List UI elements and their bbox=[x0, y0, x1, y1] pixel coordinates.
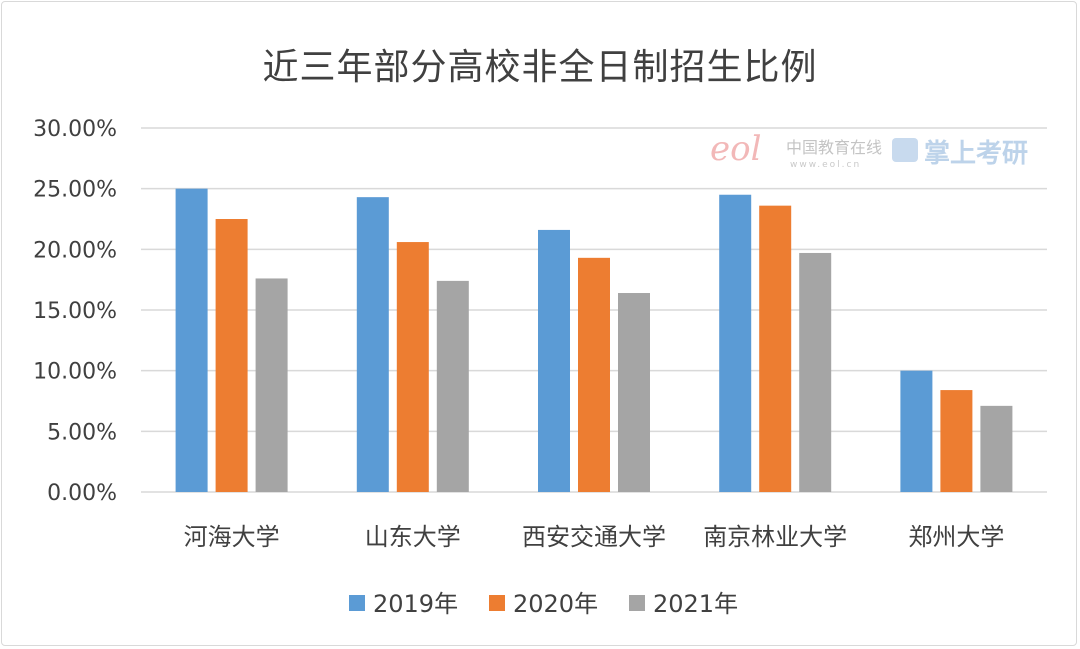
y-axis-ticks: 0.00% 5.00% 10.00% 15.00% 20.00% 25.00% 30.00% bbox=[33, 117, 117, 506]
y-tick-label: 5.00% bbox=[47, 420, 117, 445]
category-label: 河海大学 bbox=[184, 523, 280, 551]
bar-2020年-西安交通大学 bbox=[578, 257, 610, 492]
bar-2021年-山东大学 bbox=[436, 280, 469, 492]
category-labels: 河海大学 山东大学 西安交通大学 南京林业大学 郑州大学 bbox=[184, 523, 1005, 551]
legend-swatch bbox=[349, 595, 365, 611]
category-label: 南京林业大学 bbox=[703, 523, 847, 551]
legend-swatch bbox=[489, 595, 505, 611]
bar-2021年-西安交通大学 bbox=[618, 293, 650, 492]
watermark-cn-text: 中国教育在线 bbox=[786, 138, 882, 157]
y-tick-label: 15.00% bbox=[33, 299, 117, 324]
legend-label: 2021年 bbox=[653, 590, 738, 618]
watermark: eol 中国教育在线 www.eol.cn 掌上考研 bbox=[710, 129, 1028, 170]
y-tick-label: 20.00% bbox=[33, 238, 117, 263]
legend: 2019年 2020年 2021年 bbox=[349, 590, 738, 618]
y-tick-label: 0.00% bbox=[47, 481, 117, 506]
legend-swatch bbox=[629, 595, 645, 611]
bar-2021年-郑州大学 bbox=[980, 405, 1013, 492]
bars bbox=[175, 188, 1013, 493]
bar-2021年-河海大学 bbox=[255, 278, 288, 492]
bar-2020年-山东大学 bbox=[396, 242, 429, 492]
bar-2019年-南京林业大学 bbox=[719, 194, 752, 492]
category-label: 郑州大学 bbox=[908, 523, 1004, 551]
bar-2019年-河海大学 bbox=[175, 188, 208, 492]
watermark-logo: eol bbox=[710, 129, 761, 169]
bar-2020年-南京林业大学 bbox=[759, 205, 792, 493]
legend-label: 2020年 bbox=[513, 590, 598, 618]
bar-2019年-郑州大学 bbox=[900, 370, 933, 492]
bar-2019年-山东大学 bbox=[356, 197, 389, 492]
bar-2021年-南京林业大学 bbox=[799, 252, 832, 492]
graduation-cap-icon bbox=[892, 138, 918, 162]
watermark-brand: 掌上考研 bbox=[924, 139, 1028, 169]
bar-2020年-郑州大学 bbox=[940, 390, 973, 492]
category-label: 山东大学 bbox=[365, 523, 461, 551]
chart-title: 近三年部分高校非全日制招生比例 bbox=[262, 47, 818, 88]
legend-label: 2019年 bbox=[373, 590, 458, 618]
category-label: 西安交通大学 bbox=[522, 523, 666, 551]
y-tick-label: 25.00% bbox=[33, 178, 117, 203]
bar-2020年-河海大学 bbox=[215, 219, 248, 492]
bar-2019年-西安交通大学 bbox=[538, 229, 570, 493]
watermark-url: www.eol.cn bbox=[790, 160, 861, 170]
y-tick-label: 10.00% bbox=[33, 360, 117, 385]
y-tick-label: 30.00% bbox=[33, 117, 117, 142]
